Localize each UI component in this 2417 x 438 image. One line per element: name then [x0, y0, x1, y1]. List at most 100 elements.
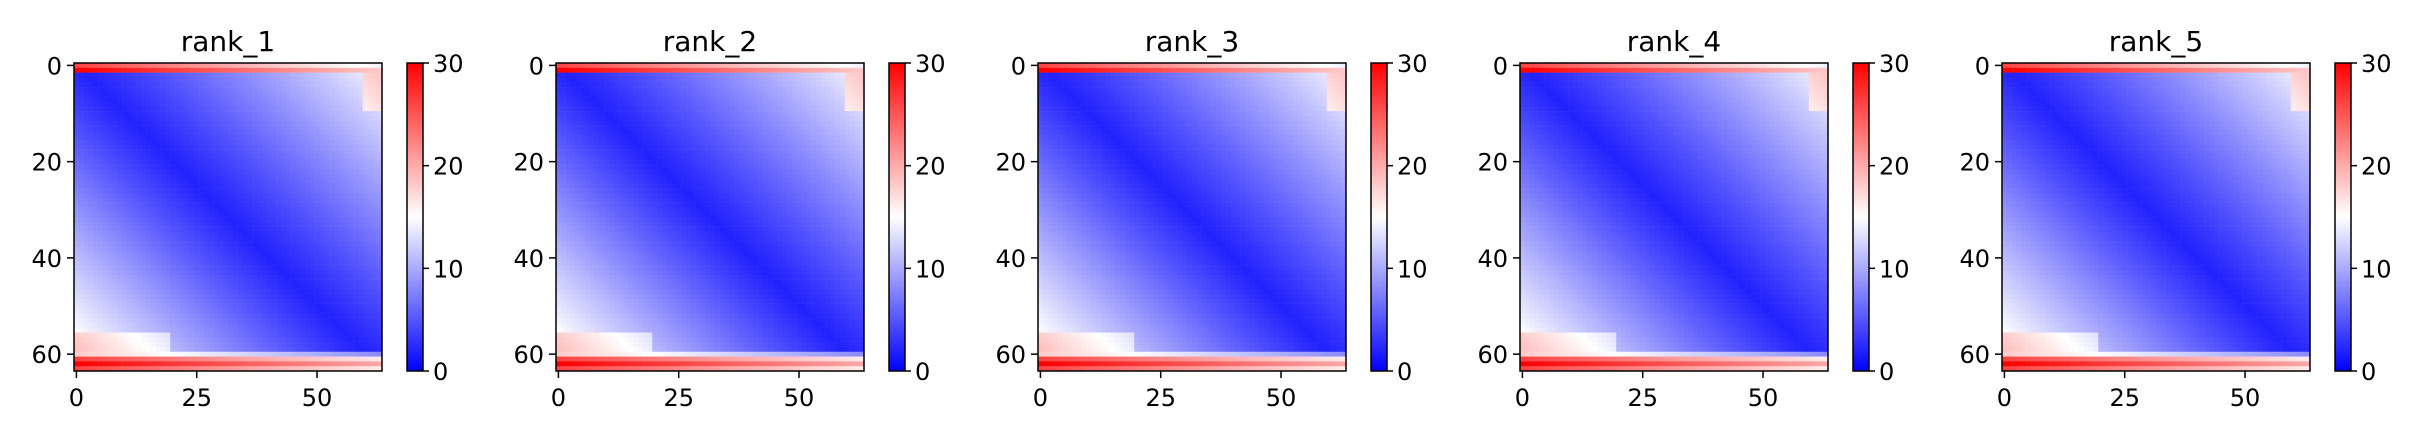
heatmap-cell [113, 116, 118, 121]
heatmap-cell [609, 106, 614, 111]
heatmap-cell [242, 164, 247, 169]
heatmap-cell [676, 106, 681, 111]
heatmap-cell [348, 126, 353, 131]
heatmap-cell [161, 251, 166, 256]
heatmap-cell [209, 337, 214, 342]
heatmap-cell [137, 130, 142, 135]
heatmap-cell [570, 73, 575, 78]
heatmap-cell [228, 174, 233, 179]
heatmap-cell [319, 198, 324, 203]
heatmap-cell [257, 183, 262, 188]
heatmap-cell [826, 63, 831, 68]
heatmap-cell [295, 169, 300, 174]
heatmap-cell [291, 260, 296, 265]
heatmap-cell [556, 102, 561, 107]
heatmap-cell [88, 188, 93, 193]
heatmap-cell [291, 265, 296, 270]
heatmap-cell [242, 231, 247, 236]
heatmap-cell [257, 135, 262, 140]
heatmap-cell [161, 265, 166, 270]
heatmap-cell [300, 260, 305, 265]
heatmap-cell [358, 193, 363, 198]
heatmap-cell [117, 337, 122, 342]
heatmap-cell [218, 284, 223, 289]
heatmap-cell [122, 130, 127, 135]
heatmap-cell [652, 73, 657, 78]
heatmap-cell [262, 188, 267, 193]
heatmap-cell [344, 352, 349, 357]
heatmap-cell [242, 154, 247, 159]
heatmap-cell [117, 207, 122, 212]
heatmap-cell [223, 159, 228, 164]
heatmap-cell [185, 150, 190, 155]
heatmap-cell [185, 270, 190, 275]
heatmap-cell [792, 82, 797, 87]
heatmap-cell [113, 164, 118, 169]
heatmap-cell [353, 265, 358, 270]
heatmap-cell [103, 183, 108, 188]
heatmap-cell [214, 145, 219, 150]
heatmap-cell [108, 121, 113, 126]
heatmap-cell [710, 87, 715, 92]
heatmap-cell [300, 265, 305, 270]
heatmap-cell [79, 265, 84, 270]
heatmap-cell [103, 265, 108, 270]
heatmap-cell [93, 333, 98, 338]
heatmap-cell [276, 217, 281, 222]
heatmap-cell [353, 169, 358, 174]
heatmap-cell [146, 97, 151, 102]
heatmap-cell [262, 318, 267, 323]
heatmap-cell [238, 289, 243, 294]
heatmap-cell [252, 159, 257, 164]
heatmap-cell [108, 270, 113, 275]
heatmap-cell [324, 135, 329, 140]
heatmap-cell [821, 82, 826, 87]
heatmap-cell [151, 130, 156, 135]
heatmap-cell [262, 193, 267, 198]
heatmap-cell [175, 294, 180, 299]
heatmap-cell [199, 183, 204, 188]
heatmap-cell [127, 299, 132, 304]
heatmap-cell [218, 188, 223, 193]
heatmap-cell [324, 361, 329, 366]
heatmap-cell [165, 203, 170, 208]
heatmap-cell [84, 284, 89, 289]
heatmap-cell [204, 164, 209, 169]
heatmap-cell [74, 236, 79, 241]
heatmap-cell [585, 68, 590, 73]
heatmap-cell [353, 179, 358, 184]
heatmap-cell [570, 68, 575, 73]
heatmap-cell [113, 68, 118, 73]
heatmap-cell [353, 337, 358, 342]
heatmap-cell [271, 352, 276, 357]
heatmap-cell [339, 212, 344, 217]
heatmap-cell [175, 140, 180, 145]
heatmap-cell [247, 97, 252, 102]
heatmap-cell [329, 145, 334, 150]
heatmap-cell [199, 63, 204, 68]
heatmap-cell [117, 270, 122, 275]
heatmap-cell [74, 289, 79, 294]
heatmap-cell [84, 357, 89, 362]
heatmap-cell [204, 251, 209, 256]
heatmap-cell [93, 347, 98, 352]
heatmap-cell [276, 227, 281, 232]
heatmap-cell [334, 361, 339, 366]
heatmap-cell [315, 174, 320, 179]
heatmap-cell [146, 318, 151, 323]
heatmap-cell [705, 68, 710, 73]
heatmap-cell [93, 357, 98, 362]
heatmap-cell [358, 111, 363, 116]
heatmap-cell [238, 236, 243, 241]
heatmap-cell [281, 275, 286, 280]
heatmap-cell [749, 82, 754, 87]
heatmap-cell [729, 106, 734, 111]
heatmap-cell [353, 159, 358, 164]
heatmap-cell [310, 357, 315, 362]
heatmap-cell [310, 207, 315, 212]
heatmap-cell [122, 207, 127, 212]
heatmap-cell [734, 73, 739, 78]
heatmap-cell [749, 111, 754, 116]
heatmap-cell [141, 92, 146, 97]
heatmap-cell [165, 183, 170, 188]
